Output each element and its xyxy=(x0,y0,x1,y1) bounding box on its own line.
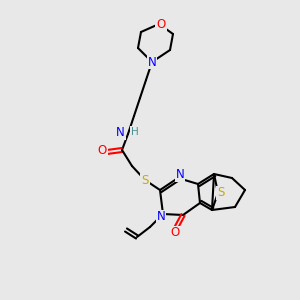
Text: S: S xyxy=(141,173,149,187)
Text: O: O xyxy=(156,17,166,31)
Text: N: N xyxy=(157,211,165,224)
Text: N: N xyxy=(116,127,125,140)
Text: N: N xyxy=(148,56,156,68)
Text: O: O xyxy=(98,145,106,158)
Text: N: N xyxy=(176,169,184,182)
Text: H: H xyxy=(131,127,139,137)
Text: O: O xyxy=(170,226,180,239)
Text: S: S xyxy=(217,187,225,200)
